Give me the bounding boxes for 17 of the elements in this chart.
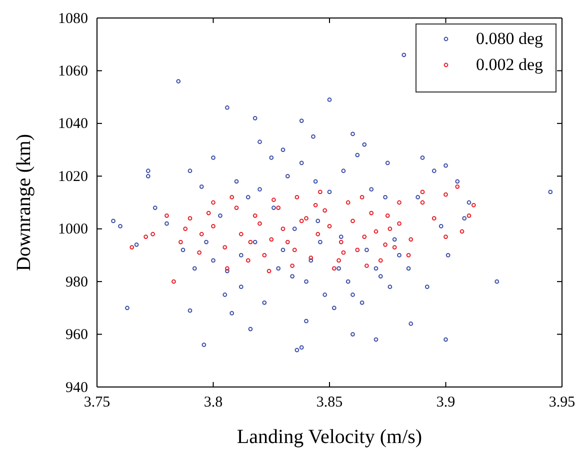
y-tick-label: 960 xyxy=(66,327,88,344)
y-tick-label: 1020 xyxy=(58,168,88,185)
y-tick-label: 1060 xyxy=(58,64,88,80)
y-tick-label: 980 xyxy=(66,274,88,290)
legend-label: 0.080 deg xyxy=(476,29,544,48)
legend-label: 0.002 deg xyxy=(476,55,544,74)
y-tick-label: 1040 xyxy=(58,116,88,132)
y-axis-title: Downrange (km) xyxy=(13,134,35,272)
y-tick-label: 1000 xyxy=(58,222,88,238)
x-tick-label: 3.75 xyxy=(84,394,110,411)
x-axis-title: Landing Velocity (m/s) xyxy=(236,426,422,448)
x-tick-label: 3.8 xyxy=(204,394,223,411)
y-tick-label: 940 xyxy=(66,380,88,396)
x-tick-label: 3.85 xyxy=(316,394,343,411)
y-tick-label: 1080 xyxy=(58,10,88,27)
x-tick-label: 3.95 xyxy=(548,394,576,411)
x-tick-label: 3.9 xyxy=(436,394,456,411)
